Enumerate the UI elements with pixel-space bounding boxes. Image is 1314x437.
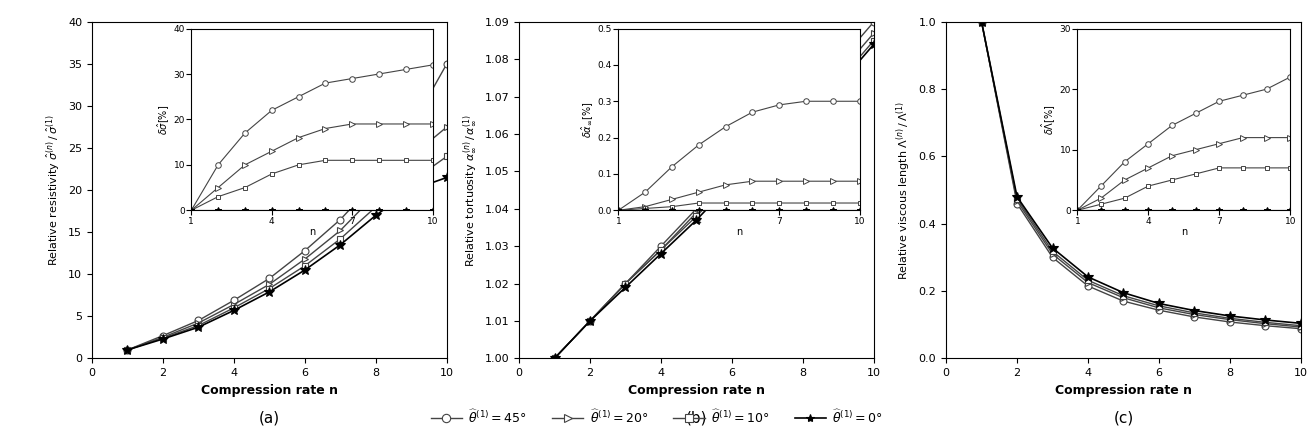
Y-axis label: Relative resistivity $\hat{\sigma}^{(n)}\,/\,\hat{\sigma}^{(1)}$: Relative resistivity $\hat{\sigma}^{(n)}…: [45, 114, 63, 266]
Y-axis label: Relative viscous length $\Lambda^{(n)}\,/\,\Lambda^{(1)}$: Relative viscous length $\Lambda^{(n)}\,…: [895, 101, 913, 280]
Y-axis label: Relative tortuosity $\alpha_{\infty}^{(n)}\,/\,\alpha_{\infty}^{(1)}$: Relative tortuosity $\alpha_{\infty}^{(n…: [461, 114, 480, 267]
X-axis label: Compression rate n: Compression rate n: [628, 384, 765, 397]
X-axis label: Compression rate n: Compression rate n: [201, 384, 338, 397]
Text: (c): (c): [1113, 410, 1134, 426]
Text: (b): (b): [686, 410, 707, 426]
X-axis label: Compression rate n: Compression rate n: [1055, 384, 1192, 397]
Legend: $\widehat{\theta}^{(1)} = 45°$, $\widehat{\theta}^{(1)} = 20°$, $\widehat{\theta: $\widehat{\theta}^{(1)} = 45°$, $\wideha…: [426, 404, 888, 431]
Text: (a): (a): [259, 410, 280, 426]
